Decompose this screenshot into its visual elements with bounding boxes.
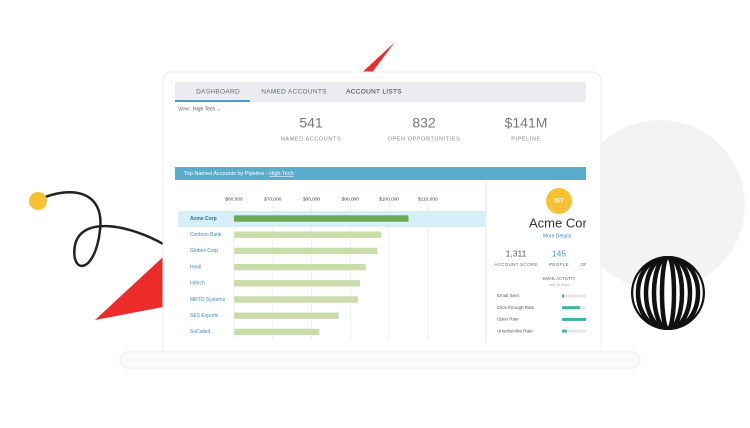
account-link[interactable]: More Details xyxy=(543,233,572,239)
stat-value: $141M xyxy=(505,115,548,131)
view-select[interactable]: High Tech ⌄ xyxy=(193,106,221,112)
laptop-base xyxy=(119,351,641,369)
account-metric-label: OP xyxy=(580,262,587,267)
x-tick-label: $100,000 xyxy=(379,196,399,202)
account-metric-label: ACCOUNT SCORE xyxy=(494,262,537,267)
category-label[interactable]: MRTO Systems xyxy=(190,297,226,303)
account-badge-bg xyxy=(546,188,572,214)
stat-value: 832 xyxy=(412,115,436,131)
chart-title: Top Named Accounts by Pipeline - High Te… xyxy=(184,171,294,177)
chart-title-text: Top Named Accounts by Pipeline - xyxy=(184,171,269,177)
x-tick-label: $70,000 xyxy=(264,196,282,202)
stat-label: OPEN OPPORTUNITIES xyxy=(388,136,461,142)
stat-value: 541 xyxy=(299,115,323,131)
stat-label: NAMED ACCOUNTS xyxy=(281,136,341,142)
x-tick-label: $80,000 xyxy=(303,196,321,202)
email-metric-track xyxy=(562,294,586,298)
bg-circle xyxy=(575,120,745,290)
chart-header xyxy=(175,167,586,180)
email-activity-subtitle: last 30 days xyxy=(549,283,569,287)
email-metric-label: Open Rate xyxy=(497,317,519,322)
account-name: Acme Cor xyxy=(529,215,587,230)
stat-label: PIPELINE xyxy=(511,136,541,142)
email-metric-bar xyxy=(562,306,580,310)
bar xyxy=(234,280,360,287)
bar xyxy=(234,328,320,336)
email-metric-label: Unsubscribe Rate xyxy=(497,328,533,333)
view-label: View: xyxy=(178,106,190,112)
email-metric-track xyxy=(562,329,586,333)
bar xyxy=(234,263,366,271)
account-badge: IST xyxy=(554,199,564,205)
email-metric-bar xyxy=(562,329,567,333)
account-metric-value: 1,311 xyxy=(506,248,527,258)
category-label[interactable]: SES Exports xyxy=(190,313,219,319)
x-tick-label: $90,000 xyxy=(342,196,360,202)
email-metric-bar xyxy=(562,294,564,298)
account-metric-label: PEOPLE xyxy=(549,262,569,267)
category-label[interactable]: Hooli xyxy=(190,264,201,270)
bar xyxy=(234,296,359,303)
category-label[interactable]: SoCalled xyxy=(190,329,211,335)
bar xyxy=(234,231,382,238)
x-tick-label: $110,000 xyxy=(418,196,438,202)
squiggle xyxy=(37,191,166,268)
category-label[interactable]: Contoso Bank xyxy=(190,232,222,238)
chart-title-link[interactable]: High Tech xyxy=(269,171,293,177)
active-tab-underline xyxy=(175,100,250,102)
category-label[interactable]: Initech xyxy=(190,281,205,287)
screen: DASHBOARD NAMED ACCOUNTS ACCOUNT LISTS View… xyxy=(175,82,587,344)
tab[interactable]: NAMED ACCOUNTS xyxy=(261,89,327,96)
bar xyxy=(234,312,339,319)
bar xyxy=(234,247,378,255)
tab-bar xyxy=(175,82,586,102)
email-activity-title: EMAIL ACTIVITY xyxy=(542,276,575,281)
yellow-dot xyxy=(29,192,47,210)
tab[interactable]: ACCOUNT LISTS xyxy=(346,89,402,96)
email-metric-label: Email Sent xyxy=(497,293,520,298)
bar xyxy=(234,215,409,222)
email-metric-label: Click-through Rate xyxy=(497,305,535,310)
category-label[interactable]: Acme Corp xyxy=(190,216,217,222)
category-label[interactable]: Globex Corp xyxy=(190,248,218,254)
tab[interactable]: DASHBOARD xyxy=(196,89,240,96)
striped-sphere xyxy=(631,256,705,330)
account-metric-value: 145 xyxy=(552,248,566,258)
email-metric-bar xyxy=(562,317,586,321)
x-tick-label: $60,000 xyxy=(225,196,243,202)
